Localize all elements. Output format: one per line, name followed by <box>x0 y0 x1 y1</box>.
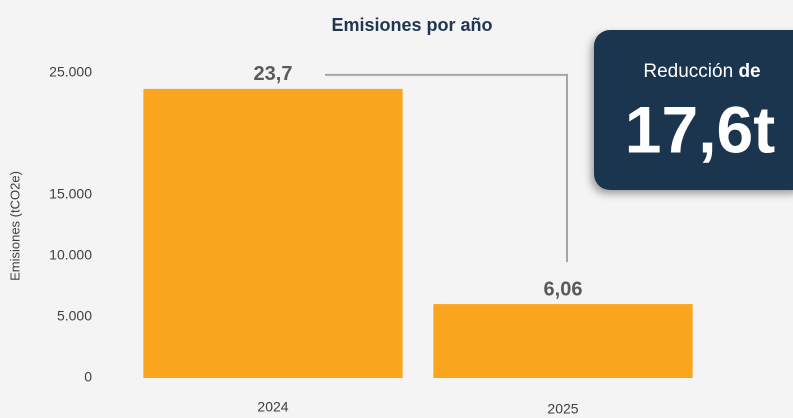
plot: 0 5.000 10.000 15.000 25.000 2024 23,7 2025 6,06 <box>49 63 693 417</box>
connector <box>325 73 568 263</box>
callout-amount: 17,6t <box>625 92 775 166</box>
data-label: 23,7 <box>254 63 293 85</box>
callout-box <box>594 30 793 190</box>
data-label: 6,06 <box>544 278 583 300</box>
callout <box>594 30 793 190</box>
bar <box>143 88 403 379</box>
callout-emphasis: de <box>738 61 760 82</box>
x-tick-label: 2025 <box>547 401 578 417</box>
y-axis-label: Emisiones (tCO2e) <box>7 171 22 281</box>
y-tick-label: 5.000 <box>57 308 92 324</box>
chart-title: Emisiones por año <box>331 15 492 35</box>
y-tick-label: 10.000 <box>49 247 92 263</box>
x-tick-label: 2024 <box>257 399 288 415</box>
callout-label: Reducción <box>643 61 733 82</box>
bar <box>433 304 693 378</box>
y-tick-label: 0 <box>84 369 92 385</box>
y-tick-label: 15.000 <box>49 186 92 202</box>
y-tick-label: 25.000 <box>49 64 92 80</box>
callout-text: Reducción de <box>643 61 760 82</box>
